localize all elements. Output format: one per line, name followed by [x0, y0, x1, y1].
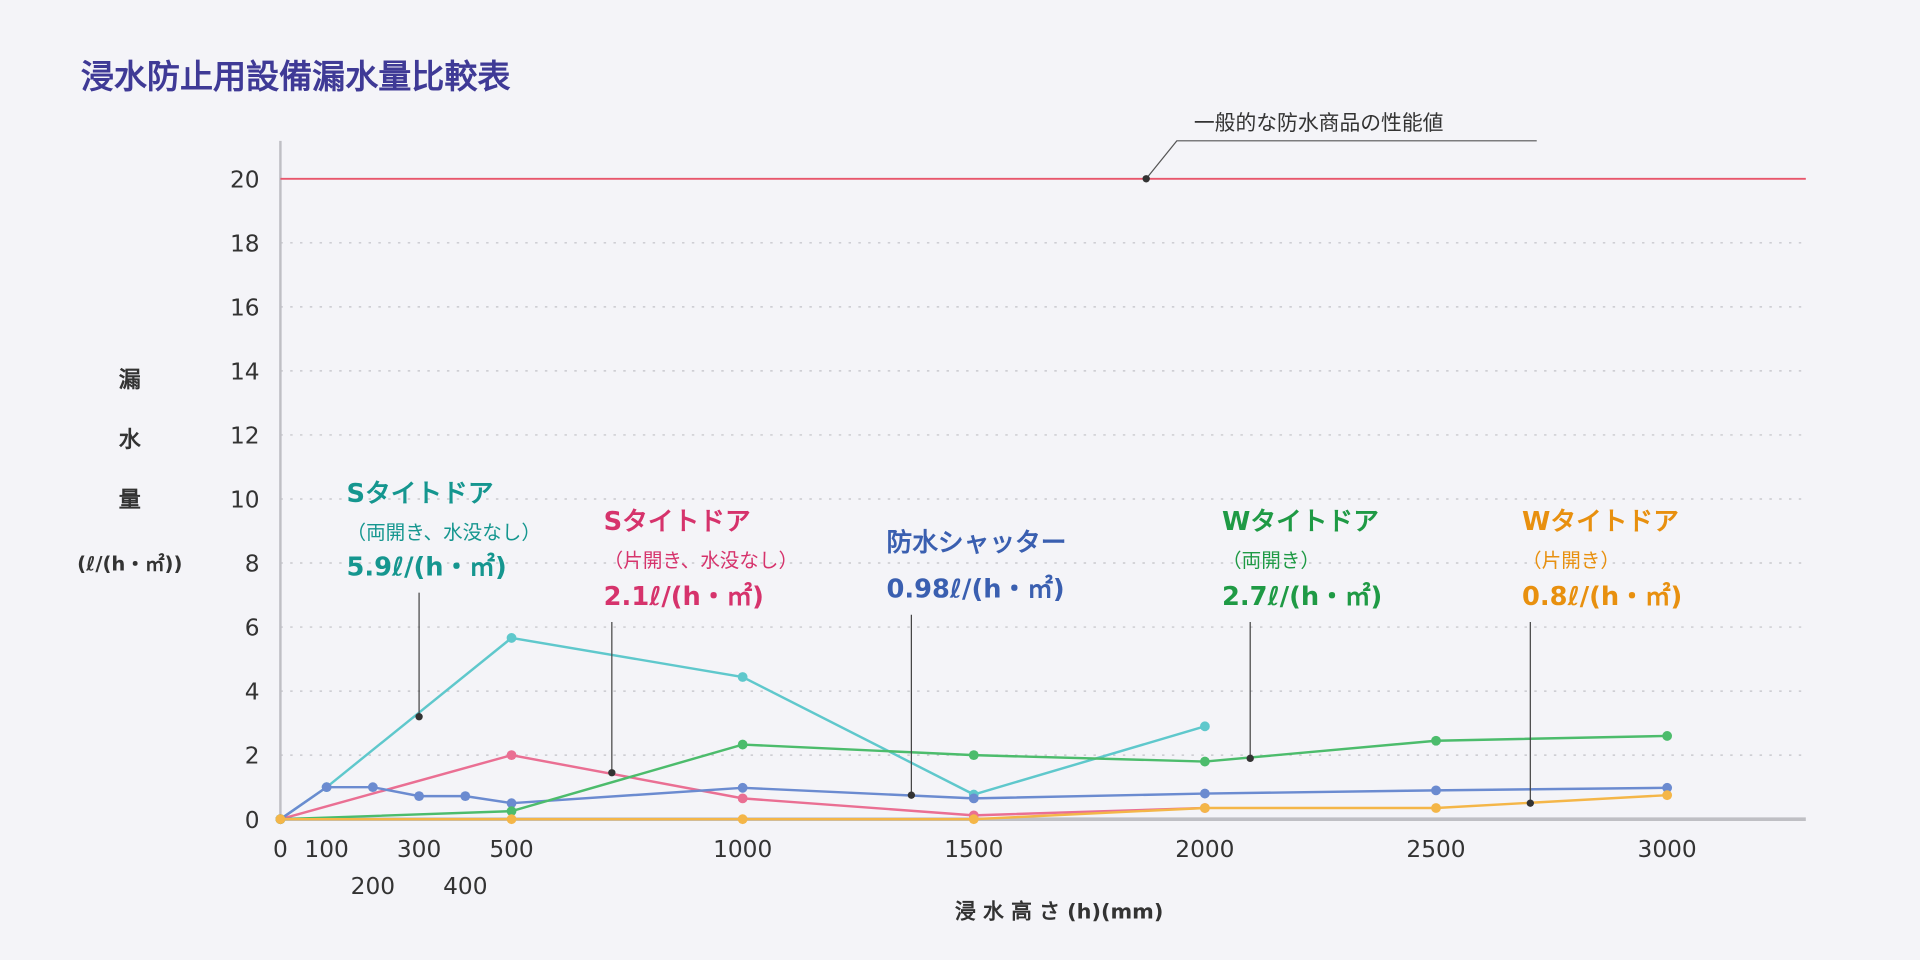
x-tick-label: 500 — [489, 836, 533, 863]
data-point-w_double — [968, 750, 979, 761]
data-point-shutter — [1662, 782, 1673, 793]
y-label-char: 漏 — [119, 367, 141, 393]
pointer-dot-s_single — [608, 769, 616, 777]
series-label-w_single: （片開き） — [1522, 549, 1620, 572]
series-label-shutter: 防水シャッター — [887, 528, 1067, 558]
y-tick-label: 2 — [245, 743, 260, 770]
y-tick-label: 20 — [230, 166, 260, 193]
data-point-w_single — [968, 814, 979, 825]
data-point-shutter — [367, 782, 378, 793]
data-point-w_single — [1200, 803, 1210, 813]
y-label-char: 量 — [119, 488, 141, 513]
y-tick-label: 6 — [245, 615, 260, 642]
y-tick-label: 16 — [230, 294, 260, 321]
series-label-w_single: Wタイトドア — [1522, 507, 1679, 537]
y-axis-label: 漏水量 (ℓ/(h・㎡)) — [77, 367, 182, 576]
grid — [280, 242, 1806, 756]
data-point-s_double — [737, 672, 748, 682]
y-tick-label: 8 — [245, 551, 260, 578]
y-tick-label: 12 — [230, 423, 260, 450]
data-point-w_single — [275, 814, 286, 825]
series-group — [275, 633, 1673, 825]
series-label-s_single: Sタイトドア — [604, 507, 751, 537]
data-point-w_double — [1200, 756, 1210, 767]
reference-leader — [1145, 140, 1537, 180]
series-label-s_single: 2.1ℓ/(h・㎡) — [604, 581, 764, 612]
x-tick-label: 400 — [443, 873, 487, 900]
data-point-w_single — [506, 814, 517, 825]
reference-label: 一般的な防水商品の性能値 — [1194, 111, 1444, 135]
data-point-w_double — [1662, 731, 1673, 741]
x-tick-label: 300 — [397, 836, 441, 863]
series-labels: Sタイトドア （両開き、水没なし） 5.9ℓ/(h・㎡) Sタイトドア （片開き、水没な… — [347, 479, 1682, 807]
series-label-w_double: 2.7ℓ/(h・㎡) — [1222, 581, 1382, 612]
data-point-shutter — [1431, 785, 1441, 796]
data-point-shutter — [1200, 788, 1210, 799]
pointer-dot-shutter — [907, 791, 916, 799]
series-label-s_single: （片開き、水没なし） — [604, 549, 798, 572]
chart-title: 浸水防止用設備漏水量比較表 — [81, 57, 511, 96]
y-tick-label: 0 — [245, 807, 260, 834]
x-axis-label: 浸 水 高 さ (h)(mm) — [955, 899, 1163, 923]
pointer-dot-s_double — [415, 713, 423, 721]
data-point-shutter — [321, 782, 332, 793]
data-point-shutter — [968, 793, 979, 804]
y-tick-label: 10 — [230, 487, 260, 514]
x-tick-label: 1000 — [713, 836, 772, 863]
data-point-s_single — [506, 750, 517, 761]
series-label-s_double: Sタイトドア — [347, 479, 494, 509]
y-tick-label: 4 — [245, 679, 260, 706]
data-point-w_double — [737, 739, 748, 750]
pointer-dot-w_double — [1246, 754, 1254, 763]
data-point-s_double — [506, 633, 517, 643]
y-label-char: 水 — [119, 428, 142, 453]
data-point-shutter — [414, 791, 424, 802]
x-tick-label: 2500 — [1406, 836, 1465, 863]
series-label-s_double: （両開き、水没なし） — [347, 521, 541, 544]
data-point-w_double — [506, 806, 517, 817]
y-tick-label: 18 — [230, 230, 260, 257]
series-label-shutter: 0.98ℓ/(h・㎡) — [887, 574, 1065, 605]
data-point-w_single — [1662, 790, 1673, 801]
data-point-shutter — [506, 798, 517, 809]
data-point-w_single — [1431, 803, 1441, 813]
data-point-shutter — [460, 791, 471, 802]
pointer-dot-w_single — [1526, 799, 1534, 807]
data-point-s_single — [737, 793, 748, 804]
data-point-s_double — [1200, 721, 1210, 732]
x-tick-label: 3000 — [1638, 836, 1697, 863]
data-point-shutter — [737, 782, 748, 793]
series-label-s_double: 5.9ℓ/(h・㎡) — [347, 552, 507, 583]
data-point-w_double — [1431, 735, 1441, 746]
series-label-w_double: （両開き） — [1222, 549, 1320, 572]
x-tick-label: 100 — [304, 836, 348, 863]
reference-line-group: 一般的な防水商品の性能値 — [280, 111, 1806, 183]
series-label-w_double: Wタイトドア — [1222, 507, 1379, 537]
x-tick-label: 2000 — [1175, 836, 1234, 863]
data-point-w_single — [737, 814, 748, 825]
y-label-unit: (ℓ/(h・㎡)) — [77, 553, 182, 576]
x-tick-label: 0 — [273, 836, 288, 863]
reference-pointer-dot — [1142, 175, 1150, 183]
series-label-w_single: 0.8ℓ/(h・㎡) — [1522, 581, 1682, 612]
x-tick-label: 1500 — [944, 836, 1003, 863]
y-tick-label: 14 — [230, 358, 260, 385]
x-tick-label: 200 — [351, 873, 395, 900]
